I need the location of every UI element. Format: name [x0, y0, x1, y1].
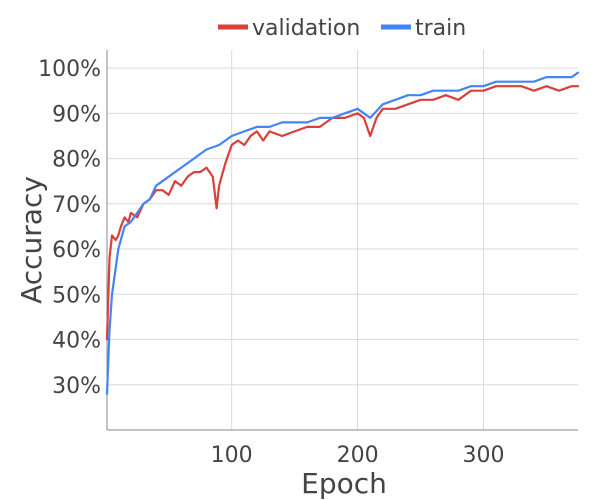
- y-tick-label: 30%: [52, 374, 101, 399]
- series-line-train: [105, 71, 580, 395]
- series-line-validation: [105, 85, 580, 341]
- x-axis-title: Epoch: [301, 467, 387, 500]
- x-tick-labels: 100 200 300: [211, 443, 505, 468]
- legend: validation train: [218, 16, 466, 41]
- x-tick-label: 300: [463, 443, 505, 468]
- y-tick-label: 100%: [38, 57, 101, 82]
- series-lines: [105, 71, 580, 395]
- y-tick-label: 70%: [52, 193, 101, 218]
- y-tick-labels: 30% 40% 50% 60% 70% 80% 90% 100%: [38, 57, 101, 399]
- x-tick-label: 200: [337, 443, 379, 468]
- x-tick-label: 100: [211, 443, 253, 468]
- y-tick-label: 80%: [52, 148, 101, 173]
- grid-lines: [107, 50, 578, 430]
- axes: [106, 50, 578, 431]
- legend-label-train: train: [415, 16, 466, 41]
- y-tick-label: 90%: [52, 102, 101, 127]
- y-tick-label: 60%: [52, 238, 101, 263]
- y-tick-label: 40%: [52, 329, 101, 354]
- legend-label-validation: validation: [252, 16, 360, 41]
- y-axis-title: Accuracy: [15, 176, 48, 304]
- y-tick-label: 50%: [52, 283, 101, 308]
